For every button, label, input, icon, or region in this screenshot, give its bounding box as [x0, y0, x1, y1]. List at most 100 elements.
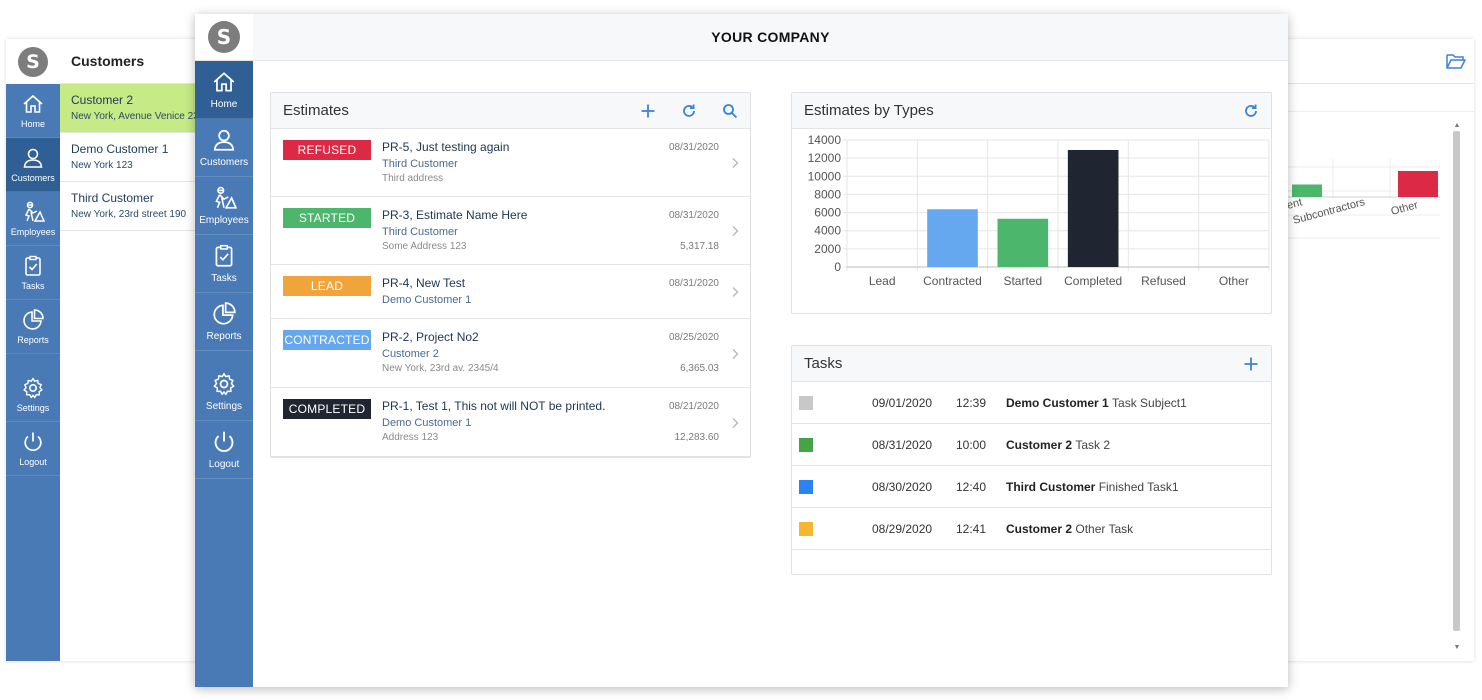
status-badge: COMPLETED [283, 399, 371, 419]
sidebar-item-tasks[interactable]: Tasks [6, 246, 60, 300]
chevron-right-icon [732, 158, 739, 168]
estimate-customer: Third Customer [382, 158, 458, 170]
task-subject: Task Subject1 [1112, 396, 1187, 410]
estimate-title: PR-4, New Test [382, 276, 466, 290]
sidebar-item-settings[interactable]: Settings [195, 363, 253, 421]
sidebar-item-label: Tasks [21, 281, 45, 291]
task-row[interactable]: 08/30/2020 12:40 Third Customer Finished T… [792, 466, 1271, 508]
add-task-button[interactable] [1230, 346, 1271, 382]
customer-name: Demo Customer 1 [71, 142, 169, 156]
customer-name: Third Customer [71, 191, 154, 205]
y-tick-label: 12000 [808, 151, 842, 165]
customer-list-item[interactable]: Demo Customer 1 New York 123 [60, 133, 210, 182]
estimate-date: 08/31/2020 [668, 210, 719, 221]
scroll-thumb[interactable] [1453, 131, 1460, 631]
refresh-icon [1244, 104, 1257, 117]
bar-completed[interactable] [1067, 149, 1119, 267]
estimates-panel: Estimates REFUSED PR-5, Just testing agai… [270, 92, 751, 458]
bar-contracted[interactable] [927, 209, 978, 267]
estimate-date: 08/31/2020 [668, 278, 719, 289]
sidebar-item-label: Logout [208, 459, 240, 470]
sidebar-item-home[interactable]: Home [195, 61, 253, 119]
power-icon [214, 431, 234, 452]
x-tick-label: Other [1219, 274, 1249, 288]
task-customer: Customer 2 [1006, 522, 1073, 536]
estimate-row[interactable]: STARTED PR-3, Estimate Name Here Third Cus… [271, 197, 750, 265]
chevron-right-icon [732, 287, 739, 297]
sidebar-item-tasks[interactable]: Tasks [195, 235, 253, 293]
task-color-square [799, 522, 813, 536]
add-estimate-button[interactable] [627, 93, 668, 129]
estimate-row[interactable]: COMPLETED PR-1, Test 1, This not will NOT… [271, 388, 750, 457]
pie-chart-icon [213, 302, 236, 325]
company-title: YOUR COMPANY [711, 29, 830, 45]
customer-address: New York 123 [71, 160, 133, 171]
sidebar-item-employees[interactable]: Employees [6, 192, 60, 246]
bg-x-tick-label: ent [1288, 196, 1304, 212]
sidebar-item-settings[interactable]: Settings [6, 368, 60, 422]
sidebar-item-label: Reports [206, 331, 242, 342]
customer-list-item[interactable]: Third Customer New York, 23rd street 190 [60, 182, 210, 231]
sidebar-item-customers[interactable]: Customers [195, 119, 253, 177]
page-header: YOUR COMPANY [253, 14, 1288, 61]
sidebar-item-label: Employees [10, 227, 56, 237]
x-tick-label: Contracted [923, 274, 982, 288]
task-date: 08/29/2020 [872, 522, 933, 536]
chevron-right-icon [732, 349, 739, 359]
task-time: 12:40 [956, 480, 987, 494]
sidebar-item-customers[interactable]: Customers [6, 138, 60, 192]
status-badge: STARTED [283, 208, 371, 228]
task-customer: Customer 2 [1006, 438, 1073, 452]
home-icon [23, 94, 43, 113]
task-row[interactable]: 08/29/2020 12:41 Customer 2 Other Task [792, 508, 1271, 550]
estimate-row[interactable]: REFUSED PR-5, Just testing again Third Cus… [271, 129, 750, 197]
estimates-title: Estimates [283, 102, 349, 119]
sidebar-item-label: Home [210, 99, 238, 110]
estimate-amount: 5,317.18 [680, 241, 719, 252]
scroll-up-icon[interactable]: ▲ [1453, 122, 1461, 129]
status-badge: REFUSED [283, 140, 371, 160]
y-tick-label: 14000 [808, 133, 842, 147]
refresh-chart-button[interactable] [1230, 93, 1271, 129]
task-subject: Other Task [1075, 522, 1134, 536]
customer-list-item[interactable]: Customer 2 New York, Avenue Venice 234 [60, 84, 210, 133]
sidebar-item-logout[interactable]: Logout [6, 422, 60, 476]
sidebar-item-reports[interactable]: Reports [195, 293, 253, 351]
sidebar-item-home[interactable]: Home [6, 84, 60, 138]
open-folder-icon[interactable] [1446, 52, 1466, 70]
task-row[interactable]: 09/01/2020 12:39 Demo Customer 1 Task Subj… [792, 382, 1271, 424]
sidebar-item-reports[interactable]: Reports [6, 300, 60, 354]
x-tick-label: Started [1003, 274, 1042, 288]
sidebar-item-label: Customers [199, 157, 249, 168]
estimate-date: 08/31/2020 [668, 142, 719, 153]
estimate-customer: Third Customer [382, 226, 458, 238]
estimates-by-types-header: Estimates by Types [792, 93, 1271, 129]
bg-customer-list: Customers Customer 2 New York, Avenue Ven… [60, 39, 210, 661]
estimate-amount: 6,365.03 [680, 363, 719, 374]
bg-logo[interactable]: S [18, 46, 48, 77]
task-color-square [799, 438, 813, 452]
estimate-customer: Customer 2 [382, 348, 439, 360]
sidebar-item-label: Home [20, 119, 45, 129]
scroll-down-icon[interactable]: ▼ [1453, 644, 1461, 651]
bar-started[interactable] [997, 218, 1049, 267]
sidebar-item-label: Employees [199, 215, 249, 226]
sidebar-item-label: Customers [11, 173, 55, 183]
bg-scrollbar[interactable]: ▲ ▼ [1452, 121, 1462, 653]
pie-chart-icon [23, 309, 44, 330]
sidebar-item-logout[interactable]: Logout [195, 421, 253, 479]
y-tick-label: 6000 [814, 206, 841, 220]
estimate-title: PR-1, Test 1, This not will NOT be print… [382, 399, 606, 413]
power-icon [24, 432, 42, 452]
task-color-square [799, 396, 813, 410]
estimate-row[interactable]: CONTRACTED PR-2, Project No2 Customer 2 08/… [271, 319, 750, 388]
estimate-amount: 12,283.60 [674, 432, 720, 443]
estimate-row[interactable]: LEAD PR-4, New Test Demo Customer 1 08/31/2… [271, 265, 750, 319]
sidebar-item-label: Reports [17, 335, 49, 345]
search-estimates-button[interactable] [709, 93, 750, 129]
task-row[interactable]: 08/31/2020 10:00 Customer 2 Task 2 [792, 424, 1271, 466]
app-logo[interactable]: S [208, 21, 240, 53]
refresh-estimates-button[interactable] [668, 93, 709, 129]
y-tick-label: 8000 [814, 187, 841, 201]
sidebar-item-employees[interactable]: Employees [195, 177, 253, 235]
